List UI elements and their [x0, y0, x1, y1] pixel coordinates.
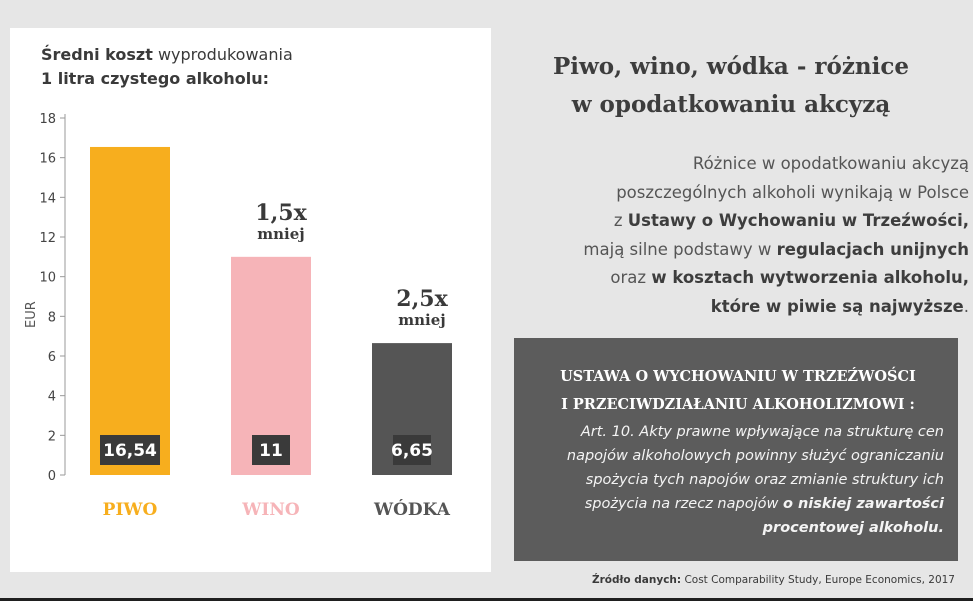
source-value: Cost Comparability Study, Europe Economi…	[684, 574, 955, 586]
chart-title-line2: 1 litra czystego alkoholu:	[41, 69, 269, 88]
category-label: WINO	[241, 500, 300, 520]
y-tick-label: 8	[48, 310, 56, 325]
value-label-box	[393, 435, 431, 465]
heading-line1: Piwo, wino, wódka - różnice	[552, 53, 910, 80]
y-tick-label: 6	[48, 350, 56, 365]
info-panel: Piwo, wino, wódka - różnice w opodatkowa…	[491, 28, 973, 572]
body-line5b: w kosztach wytworzenia alkoholu,	[651, 268, 969, 287]
law-text-bold: o niskiej zawartości procentowej alkohol…	[762, 496, 944, 536]
y-tick-label: 12	[39, 231, 56, 246]
main-heading: Piwo, wino, wódka - różnice w opodatkowa…	[511, 48, 951, 124]
value-label: 11	[259, 441, 283, 461]
body-line3a: z	[613, 211, 628, 230]
law-title-line1: USTAWA O WYCHOWANIU W TRZEŹWOŚCI	[560, 368, 916, 385]
heading-line2: w opodatkowaniu akcyzą	[571, 91, 891, 118]
value-label-box	[100, 435, 160, 465]
bottom-bar	[0, 598, 973, 601]
value-label: 6,65	[391, 441, 433, 461]
y-tick-label: 18	[39, 112, 56, 127]
body-line3b: Ustawy o Wychowaniu w Trzeźwości,	[627, 211, 969, 230]
category-label: PIWO	[103, 500, 158, 520]
y-tick-label: 4	[48, 390, 56, 405]
body-line6a: .	[963, 296, 969, 316]
chart-title-bold: Średni koszt	[41, 45, 153, 64]
annotation-ratio: 2,5x	[396, 286, 448, 312]
bar-piwo	[90, 146, 170, 475]
law-quote-box: USTAWA O WYCHOWANIU W TRZEŹWOŚCI I PRZEC…	[514, 338, 958, 561]
body-line4b: regulacjach unijnych	[776, 239, 969, 259]
body-line5a: oraz	[610, 268, 652, 287]
value-label-box	[252, 435, 290, 465]
annotation-text: mniej	[257, 225, 304, 243]
category-label: WÓDKA	[373, 499, 451, 520]
body-paragraph: Różnice w opodatkowaniu akcyzą poszczegó…	[491, 150, 969, 321]
body-line6b: które w piwie są najwyższe	[710, 296, 964, 316]
bar-chart: 0 2 4 6 8 10 12 14 16 18 16,54 PIWO 11 WINO 6,65 WÓDKA 1…	[39, 112, 452, 520]
law-title: USTAWA O WYCHOWANIU W TRZEŹWOŚCI I PRZEC…	[522, 363, 954, 419]
source-label: Źródło danych:	[591, 574, 682, 586]
body-line2: poszczególnych alkoholi wynikają w Polsc…	[616, 182, 969, 202]
law-text-main: Art. 10. Akty prawne wpływające na struk…	[566, 424, 944, 512]
law-text: Art. 10. Akty prawne wpływające na struk…	[524, 420, 944, 540]
body-line1: Różnice w opodatkowaniu akcyzą	[692, 154, 969, 173]
chart-title: Średni koszt wyprodukowania 1 litra czys…	[41, 43, 461, 91]
source-note: Źródło danych: Cost Comparability Study,…	[592, 574, 955, 586]
y-tick-label: 2	[48, 429, 56, 444]
law-title-line2: I PRZECIWDZIAŁANIU ALKOHOLIZMOWI :	[561, 396, 915, 413]
annotation-text: mniej	[398, 311, 445, 329]
value-label: 16,54	[103, 441, 157, 461]
y-tick-label: 0	[48, 469, 56, 484]
body-line4a: mają silne podstawy w	[583, 239, 777, 259]
y-tick-label: 14	[39, 191, 56, 206]
y-tick-label: 16	[39, 152, 56, 167]
chart-panel: Średni koszt wyprodukowania 1 litra czys…	[10, 28, 491, 572]
chart-title-rest: wyprodukowania	[157, 45, 293, 64]
y-tick-label: 10	[39, 271, 56, 286]
annotation-ratio: 1,5x	[255, 200, 307, 226]
law-text-end: .	[938, 520, 944, 536]
